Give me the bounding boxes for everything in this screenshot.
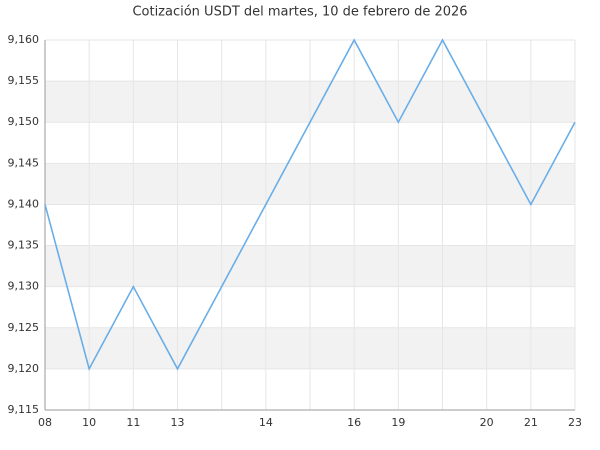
y-tick-label: 9,150 [8,115,40,128]
x-tick-label: 19 [391,416,405,429]
y-tick-label: 9,145 [8,156,40,169]
y-tick-label: 9,155 [8,74,40,87]
chart-title: Cotización USDT del martes, 10 de febrer… [132,5,467,20]
x-tick-label: 08 [38,416,52,429]
x-tick-label: 16 [347,416,361,429]
x-tick-label: 11 [126,416,140,429]
line [44,38,576,372]
x-tick-label: 23 [568,416,582,429]
x-tick-label: 14 [259,416,273,429]
y-tick-label: 9,115 [8,403,40,416]
y-tick-label: 9,160 [8,33,40,46]
y-tick-label: 9,125 [8,321,40,334]
x-tick-label: 21 [524,416,538,429]
x-tick-label: 20 [480,416,494,429]
y-tick-label: 9,135 [8,239,40,252]
y-tick-label: 9,140 [8,197,40,210]
x-tick-label: 13 [171,416,185,429]
y-tick-label: 9,120 [8,362,40,375]
x-tick-label: 10 [82,416,96,429]
y-tick-label: 9,130 [8,280,40,293]
